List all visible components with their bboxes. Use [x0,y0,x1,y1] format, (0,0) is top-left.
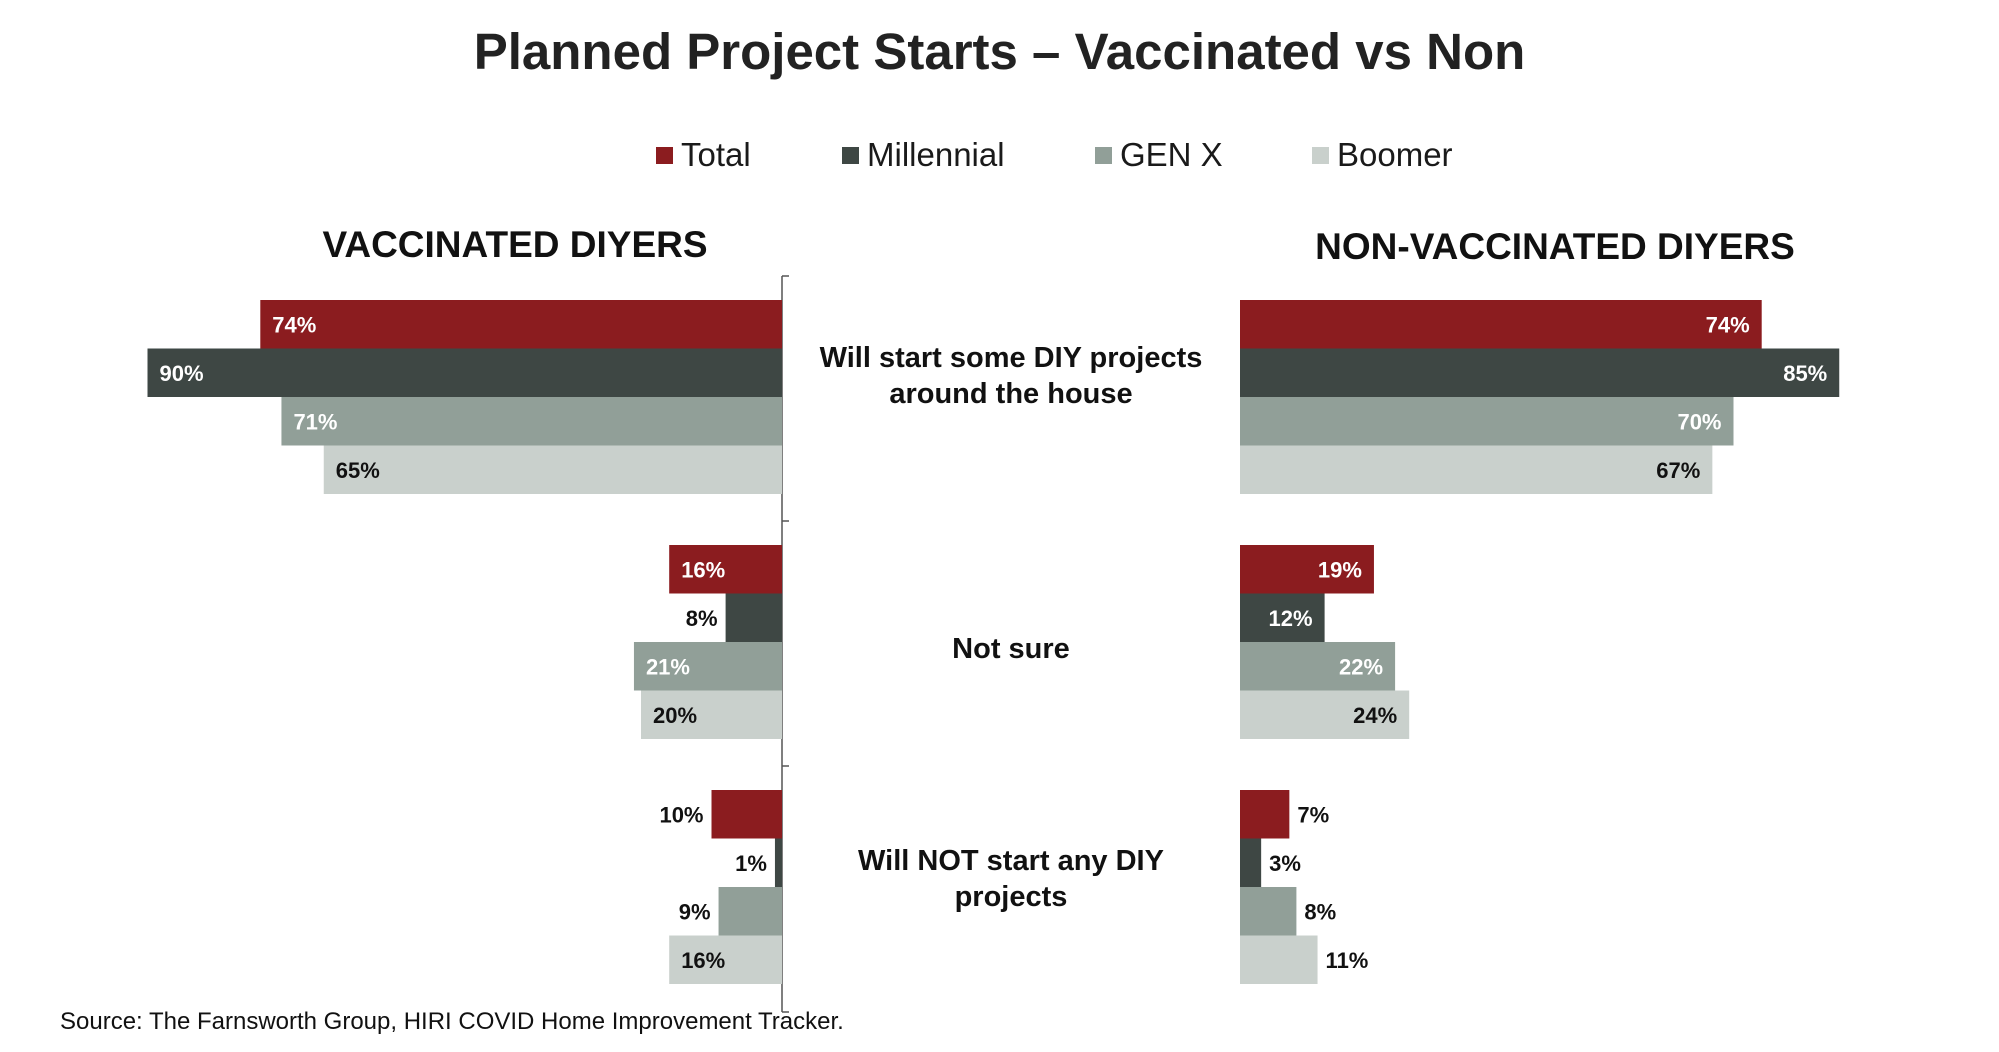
legend-label-boomer: Boomer [1337,136,1453,173]
bar-nonvaccinated-millennial-0 [1240,348,1840,397]
bar-vaccinated-gen-x-1 [633,642,782,691]
data-label-vaccinated-gen-x-1: 21% [646,654,690,679]
bar-vaccinated-boomer-0 [323,445,782,494]
left-panel-title: VACCINATED DIYERS [322,224,708,265]
bar-nonvaccinated-boomer-1 [1240,690,1410,739]
data-label-vaccinated-gen-x-2: 9% [679,899,711,924]
bar-vaccinated-total-0 [260,300,782,349]
legend-swatch-boomer [1312,146,1329,164]
bar-nonvaccinated-millennial-2 [1240,838,1262,887]
legend: Total Millennial GEN X Boomer [0,133,1999,177]
legend-label-total: Total [681,136,751,173]
bar-nonvaccinated-gen-x-2 [1240,887,1297,936]
data-label-vaccinated-total-1: 16% [681,557,725,582]
bar-nonvaccinated-boomer-2 [1240,935,1318,984]
bar-vaccinated-total-2 [711,790,782,839]
data-label-vaccinated-millennial-2: 1% [735,851,767,876]
legend-item-boomer: Boomer [1312,133,1453,177]
legend-swatch-genx [1095,146,1112,164]
bar-nonvaccinated-total-2 [1240,790,1290,839]
bar-nonvaccinated-boomer-0 [1240,445,1713,494]
data-label-vaccinated-gen-x-0: 71% [293,409,337,434]
data-label-nonvaccinated-gen-x-2: 8% [1304,899,1336,924]
data-label-nonvaccinated-millennial-1: 12% [1269,606,1313,631]
bar-vaccinated-millennial-2 [774,838,782,887]
legend-item-millennial: Millennial [842,133,1005,177]
data-label-nonvaccinated-boomer-2: 11% [1326,948,1369,973]
data-label-vaccinated-boomer-2: 16% [681,948,725,973]
legend-item-total: Total [656,133,751,177]
legend-label-genx: GEN X [1120,136,1223,173]
data-label-nonvaccinated-total-1: 19% [1318,557,1362,582]
bar-vaccinated-total-1 [669,545,782,594]
chart-title: Planned Project Starts – Vaccinated vs N… [473,23,1526,80]
category-label-1-line-0: Not sure [952,633,1070,665]
source-note: Source: The Farnsworth Group, HIRI COVID… [60,1008,844,1035]
data-label-vaccinated-total-2: 10% [659,802,703,827]
legend-swatch-millennial [842,146,859,164]
data-label-nonvaccinated-gen-x-0: 70% [1677,409,1721,434]
data-label-nonvaccinated-millennial-0: 85% [1783,361,1827,386]
category-label-2-line-0: Will NOT start any DIY [858,845,1164,877]
category-label-2-line-1: projects [955,881,1068,913]
category-label-0-line-0: Will start some DIY projects [820,342,1203,374]
bar-nonvaccinated-millennial-1 [1240,593,1325,642]
category-label-0-line-1: around the house [889,378,1132,410]
bar-nonvaccinated-total-1 [1240,545,1374,594]
data-label-nonvaccinated-boomer-0: 67% [1656,458,1700,483]
data-label-vaccinated-boomer-1: 20% [653,703,697,728]
bar-vaccinated-gen-x-0 [281,397,782,446]
data-label-nonvaccinated-total-0: 74% [1706,312,1750,337]
legend-label-millennial: Millennial [867,136,1005,173]
data-label-nonvaccinated-total-2: 7% [1297,802,1329,827]
legend-item-genx: GEN X [1095,133,1223,177]
data-label-vaccinated-boomer-0: 65% [336,458,380,483]
bar-nonvaccinated-gen-x-0 [1240,397,1734,446]
bar-nonvaccinated-total-0 [1240,300,1762,349]
bar-vaccinated-millennial-1 [725,593,782,642]
bar-vaccinated-boomer-1 [641,690,782,739]
bar-nonvaccinated-gen-x-1 [1240,642,1396,691]
bar-vaccinated-millennial-0 [147,348,782,397]
right-panel-title: NON-VACCINATED DIYERS [1315,226,1795,267]
bar-vaccinated-gen-x-2 [718,887,782,936]
data-label-nonvaccinated-millennial-2: 3% [1269,851,1301,876]
data-label-nonvaccinated-gen-x-1: 22% [1339,654,1383,679]
bar-vaccinated-boomer-2 [669,935,782,984]
legend-swatch-total [656,146,673,164]
data-label-vaccinated-millennial-0: 90% [160,361,204,386]
data-label-vaccinated-total-0: 74% [272,312,316,337]
data-label-vaccinated-millennial-1: 8% [686,606,718,631]
data-label-nonvaccinated-boomer-1: 24% [1353,703,1397,728]
